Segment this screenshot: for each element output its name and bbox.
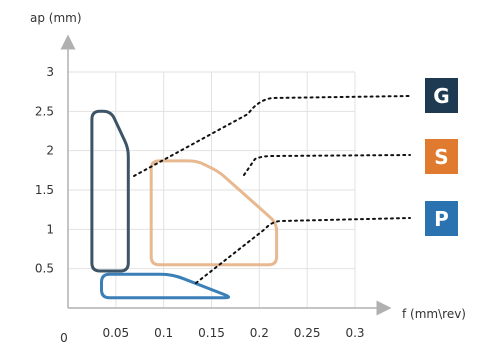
y-tick-label-2: 1.5 xyxy=(35,183,54,197)
x-tick-label-1: 0.1 xyxy=(154,326,173,340)
badge-s xyxy=(425,139,458,174)
badge-label-g: G xyxy=(433,84,449,108)
x-tick-label-5: 0.3 xyxy=(345,326,364,340)
badge-label-p: P xyxy=(434,207,449,231)
y-tick-label-0: 0.5 xyxy=(35,262,54,276)
series-layer xyxy=(90,109,279,300)
x-axis-label: f (mm\rev) xyxy=(402,307,466,321)
x-tick-label-3: 0.2 xyxy=(250,326,269,340)
leader-line-s xyxy=(243,154,411,176)
grid xyxy=(68,71,356,308)
origin-label: 0 xyxy=(60,331,68,345)
tick-labels: 0.05 0.1 0.15 0.2 0.25 0.3 0.5 1 1.5 2 2.5 3 xyxy=(35,65,365,340)
leader-lines xyxy=(133,95,411,284)
legend-badges: G S P xyxy=(425,78,458,236)
region-p xyxy=(100,272,231,300)
badge-p xyxy=(425,201,458,236)
x-tick-label-4: 0.25 xyxy=(294,326,321,340)
y-tick-label-4: 2.5 xyxy=(35,104,54,118)
region-s xyxy=(149,159,279,267)
x-tick-label-2: 0.15 xyxy=(198,326,225,340)
badge-label-s: S xyxy=(434,145,448,169)
y-tick-label-5: 3 xyxy=(46,65,54,79)
y-tick-label-1: 1 xyxy=(46,222,54,236)
badge-g xyxy=(425,78,458,113)
x-tick-label-0: 0.05 xyxy=(102,326,129,340)
y-tick-label-3: 2 xyxy=(46,144,54,158)
leader-line-g xyxy=(133,95,411,177)
region-g xyxy=(90,109,130,273)
y-axis-label: ap (mm) xyxy=(30,11,82,25)
axes xyxy=(60,34,392,316)
leader-line-p xyxy=(195,217,411,284)
